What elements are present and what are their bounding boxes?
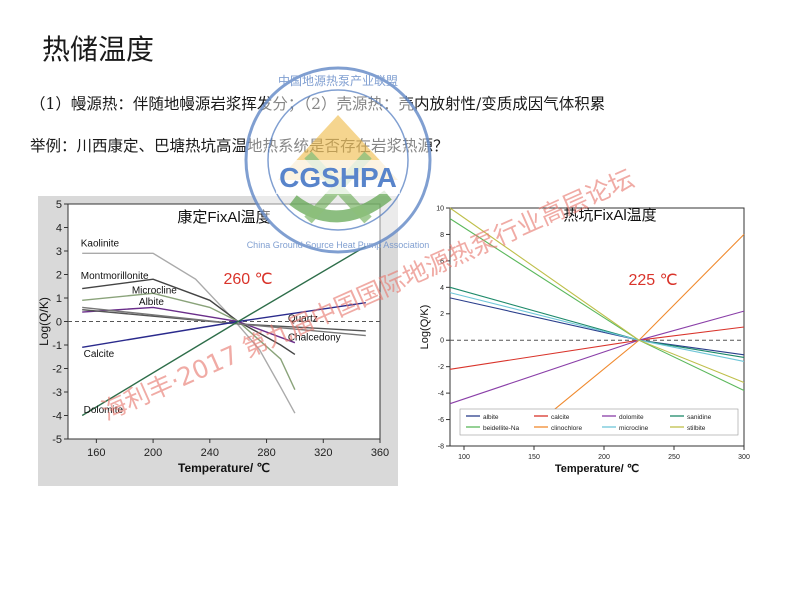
y-tick-label: -2 [52,363,62,375]
chart-title: 热坑FixAl温度 [563,207,656,224]
y-tick-label: 4 [440,285,444,292]
legend-label: dolomite [619,414,644,421]
y-tick-label: 4 [56,222,62,234]
series-label-albite: Albite [139,297,164,308]
y-tick-label: 0 [440,338,444,345]
legend-label: microcline [619,425,649,432]
slide-title: 热储温度 [42,33,155,66]
kangding-chart-panel: 160 200 240 280 320 360 -5 -4 -3 -2 -1 0 1 2 3 4 5 Kaolin… [37,196,398,486]
x-tick-label: 280 [257,447,275,459]
x-tick-label: 240 [201,447,219,459]
y-tick-label: -4 [438,391,444,398]
legend-label: clinochlore [551,425,582,432]
y-tick-label: -3 [52,387,62,399]
y-tick-label: 5 [56,199,62,211]
series-line-montmorillonite [82,278,296,355]
x-axis-label: Temperature/ ℃ [178,461,270,475]
y-tick-label: 1 [56,293,62,305]
y-tick-label: -6 [438,417,444,424]
logo-text: CGSHPA [279,162,397,193]
series-label-dolomite: Dolomite [84,405,124,416]
chart-title: 康定FixAl温度 [177,209,270,226]
x-tick-label: 160 [87,447,105,459]
x-tick-label: 250 [668,454,680,461]
temperature-annotation: 225 ℃ [628,272,677,289]
series-line-stilbite [449,207,745,384]
y-tick-label: -2 [438,364,444,371]
y-tick-label: -1 [52,340,62,352]
y-tick-label: -8 [438,443,444,450]
legend-label: beidellite-Na [483,425,520,432]
kangding-chart: 160 200 240 280 320 360 -5 -4 -3 -2 -1 0 1 2 3 4 5 Kaolin… [37,199,389,475]
series-label-chalcedony: Chalcedony [288,332,341,343]
y-tick-label: 6 [440,258,444,265]
y-tick-label: 0 [56,316,62,328]
legend-label: sanidine [687,414,712,421]
rekeng-chart-panel: 100 150 200 250 300 -8 -6 -4 -2 0 2 4 6 8 10 热坑FixAl温度 2… [419,198,762,480]
x-tick-label: 200 [598,454,610,461]
series-line-albite [82,306,296,344]
y-tick-label: 8 [440,232,444,239]
x-tick-label: 300 [738,454,750,461]
series-line-chalcedony [82,306,366,337]
series-label-microcline: Microcline [132,285,177,296]
x-tick-label: 150 [528,454,540,461]
y-tick-label: -5 [52,434,62,446]
x-tick-label: 200 [144,447,162,459]
y-tick-label: 2 [440,311,444,318]
intro-text-line-1: （1）幔源热：伴随地幔源岩浆挥发分；（2）壳源热：壳内放射性/变质成因气体积累 [30,92,605,114]
logo-ring-top: 中国地源热泵产业联盟 [278,73,398,88]
x-axis-label: Temperature/ ℃ [555,463,639,475]
y-tick-label: 3 [56,246,62,258]
series-line-microcline [82,292,296,390]
y-axis-label: Log(Q/K) [420,305,431,350]
legend-label: calcite [551,414,570,421]
series-label-quartz: Quartz [288,314,318,325]
temperature-annotation: 260 ℃ [223,271,272,288]
y-axis-label: Log(Q/K) [38,297,51,346]
series-label-montmorillonite: Montmorillonite [81,271,149,282]
y-tick-label: 10 [436,205,444,212]
plot-area [449,207,745,447]
x-tick-label: 360 [371,447,389,459]
y-tick-label: -4 [52,410,62,422]
x-tick-label: 320 [314,447,332,459]
legend-box [459,408,739,436]
series-line-dolomite [81,245,367,417]
cgshpa-logo: CGSHPA 中国地源热泵产业联盟 China Ground Source He… [244,66,432,254]
legend-label: albite [483,414,499,421]
series-label-kaolinite: Kaolinite [81,238,120,249]
series-label-calcite: Calcite [84,349,115,360]
legend-label: stilbite [687,425,706,432]
y-tick-label: 2 [56,269,62,281]
logo-ring-bottom: China Ground Source Heat Pump Associatio… [247,240,430,250]
x-tick-label: 100 [458,454,470,461]
rekeng-chart: 100 150 200 250 300 -8 -6 -4 -2 0 2 4 6 8 10 热坑FixAl温度 2… [419,205,750,475]
